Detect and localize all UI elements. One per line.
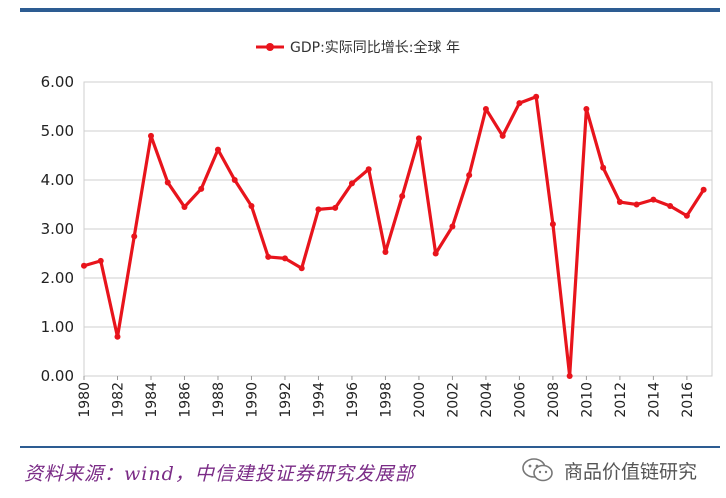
data-point [633, 201, 640, 208]
x-tick-label: 2012 [613, 382, 629, 418]
source-note: 资料来源：wind，中信建投证券研究发展部 [24, 463, 415, 485]
watermark-text: 商品价值链研究 [564, 460, 698, 483]
data-point [499, 132, 506, 139]
x-tick-label: 1994 [311, 382, 327, 418]
y-axis: 0.00 1.00 2.00 3.00 4.00 5.00 6.00 [41, 73, 74, 385]
x-tick-label: 1984 [144, 382, 160, 418]
legend-marker [256, 43, 284, 51]
data-point [147, 132, 154, 139]
data-point [415, 135, 422, 142]
bottom-rule [20, 446, 720, 448]
data-point [298, 265, 305, 272]
plot-frame [83, 81, 713, 377]
data-point [348, 180, 355, 187]
data-point [332, 204, 339, 211]
y-tick-label: 1.00 [41, 318, 74, 336]
legend-dot [266, 43, 274, 51]
data-point [466, 172, 473, 179]
data-point [399, 193, 406, 200]
data-point [214, 146, 221, 153]
y-tick-label: 0.00 [41, 367, 74, 385]
wechat-icon [522, 458, 553, 482]
chart: GDP:实际同比增长:全球 年 0.00 1.00 2.00 3.00 4.00 5.00… [41, 39, 713, 418]
x-tick-label: 1982 [110, 382, 126, 418]
x-tick-label: 2016 [680, 382, 696, 418]
data-point [164, 179, 171, 186]
data-point [265, 253, 272, 260]
x-tick-label: 1992 [278, 382, 294, 418]
x-tick-label: 1996 [345, 382, 361, 418]
data-point [566, 373, 573, 379]
x-tick-label: 2014 [646, 382, 662, 418]
data-point [650, 196, 657, 203]
x-tick-label: 1986 [177, 382, 193, 418]
data-point [315, 206, 322, 213]
data-point [516, 100, 523, 107]
data-point [231, 177, 238, 183]
data-point [667, 202, 674, 209]
data-point [198, 185, 205, 192]
x-tick-label: 1988 [211, 382, 227, 418]
data-point [382, 249, 389, 256]
data-point [482, 105, 489, 112]
data-point [248, 202, 255, 209]
x-tick-label: 2006 [512, 382, 528, 418]
data-point [683, 212, 690, 219]
data-point [81, 262, 87, 269]
legend-label: GDP:实际同比增长:全球 年 [290, 39, 460, 56]
data-point [181, 203, 188, 210]
x-tick-label: 1980 [77, 382, 93, 418]
y-tick-label: 3.00 [41, 220, 74, 238]
data-point [616, 199, 623, 206]
x-tick-label: 2004 [479, 382, 495, 418]
top-rule [20, 8, 720, 12]
x-tick-label: 2002 [445, 382, 461, 418]
watermark: 商品价值链研究 [520, 452, 720, 488]
data-point [700, 186, 707, 193]
grid [83, 81, 713, 377]
data-point [449, 223, 456, 230]
data-point [533, 93, 540, 100]
data-point [97, 257, 104, 264]
data-point [583, 105, 590, 112]
series-gdp [81, 93, 707, 379]
x-axis: 1980 1982 1984 1986 1988 1990 1992 1994 1996 1998… [77, 376, 696, 418]
y-tick-label: 5.00 [41, 122, 74, 140]
data-point [365, 166, 372, 173]
y-tick-label: 2.00 [41, 269, 74, 287]
y-tick-label: 4.00 [41, 171, 74, 189]
x-tick-label: 1990 [244, 382, 260, 418]
data-point [600, 164, 607, 171]
data-point [549, 221, 556, 228]
data-point [131, 233, 138, 240]
data-point [281, 255, 288, 262]
x-tick-label: 2010 [579, 382, 595, 418]
x-tick-label: 2008 [546, 382, 562, 418]
data-point [114, 333, 121, 340]
data-point [432, 250, 439, 257]
y-tick-label: 6.00 [41, 73, 74, 91]
series-line [83, 95, 705, 378]
x-tick-label: 1998 [378, 382, 394, 418]
x-tick-label: 2000 [412, 382, 428, 418]
